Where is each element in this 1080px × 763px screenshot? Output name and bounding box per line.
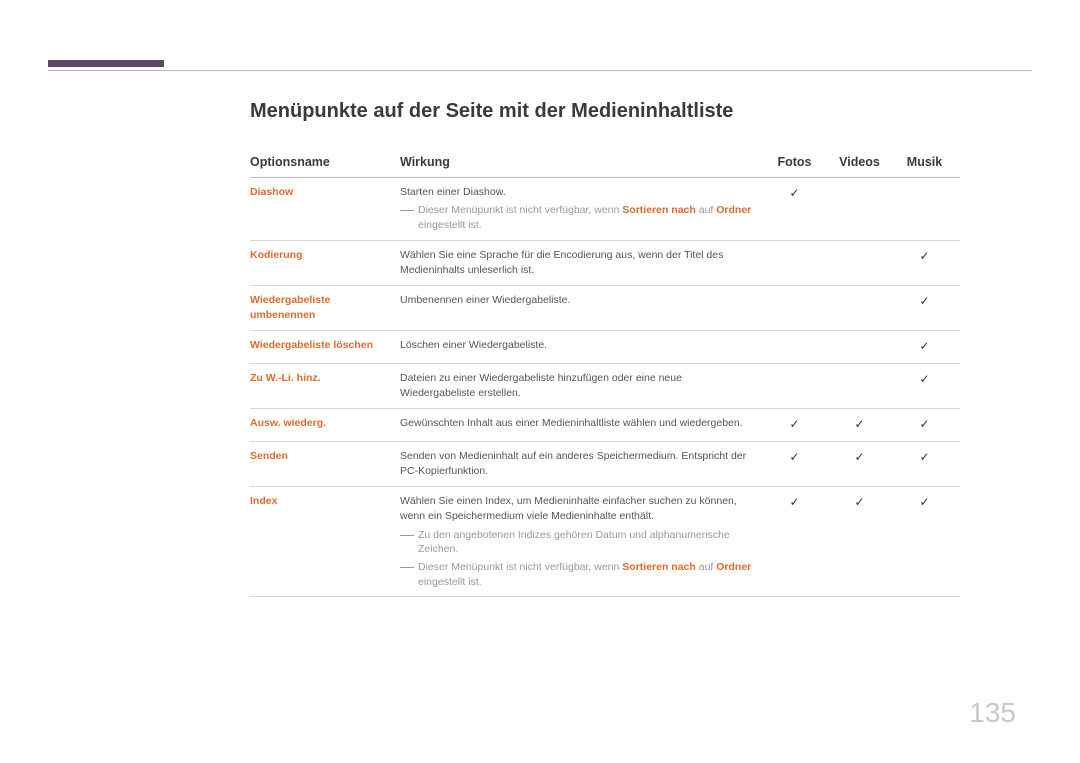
table-row: Wiedergabeliste umbenennenUmbenennen ein… xyxy=(250,286,960,331)
option-description: Dateien zu einer Wiedergabeliste hinzufü… xyxy=(400,363,765,408)
option-description: Umbenennen einer Wiedergabeliste. xyxy=(400,286,765,331)
check-videos: ✓ xyxy=(830,409,895,441)
check-music xyxy=(895,178,960,241)
option-name: Ausw. wiederg. xyxy=(250,409,400,441)
check-music: ✓ xyxy=(895,487,960,597)
table-row: Ausw. wiederg.Gewünschten Inhalt aus ein… xyxy=(250,409,960,441)
check-photos: ✓ xyxy=(765,487,830,597)
table-row: Wiedergabeliste löschenLöschen einer Wie… xyxy=(250,331,960,363)
option-name: Senden xyxy=(250,441,400,486)
note: Dieser Menüpunkt ist nicht verfügbar, we… xyxy=(400,203,759,232)
table-row: IndexWählen Sie einen Index, um Medienin… xyxy=(250,487,960,597)
option-description: Senden von Medieninhalt auf ein anderes … xyxy=(400,441,765,486)
check-music: ✓ xyxy=(895,409,960,441)
note: Dieser Menüpunkt ist nicht verfügbar, we… xyxy=(400,560,759,589)
check-music: ✓ xyxy=(895,331,960,363)
page-number: 135 xyxy=(969,697,1016,729)
check-videos xyxy=(830,363,895,408)
check-photos: ✓ xyxy=(765,409,830,441)
table-row: Zu W.-Li. hinz.Dateien zu einer Wiederga… xyxy=(250,363,960,408)
check-music: ✓ xyxy=(895,286,960,331)
option-name: Wiedergabeliste umbenennen xyxy=(250,286,400,331)
option-name: Diashow xyxy=(250,178,400,241)
check-videos xyxy=(830,286,895,331)
option-name: Index xyxy=(250,487,400,597)
check-videos: ✓ xyxy=(830,487,895,597)
check-photos: ✓ xyxy=(765,441,830,486)
page-title: Menüpunkte auf der Seite mit der Medieni… xyxy=(250,100,960,123)
col-photos: Fotos xyxy=(765,147,830,178)
check-music: ✓ xyxy=(895,441,960,486)
option-description: Starten einer Diashow.Dieser Menüpunkt i… xyxy=(400,178,765,241)
option-description: Löschen einer Wiedergabeliste. xyxy=(400,331,765,363)
option-description: Wählen Sie eine Sprache für die Encodier… xyxy=(400,240,765,285)
option-name: Kodierung xyxy=(250,240,400,285)
option-name: Wiedergabeliste löschen xyxy=(250,331,400,363)
check-videos xyxy=(830,178,895,241)
accent-bar xyxy=(48,60,164,67)
check-videos xyxy=(830,240,895,285)
note: Zu den angebotenen Indizes gehören Datum… xyxy=(400,528,759,557)
table-row: KodierungWählen Sie eine Sprache für die… xyxy=(250,240,960,285)
check-videos xyxy=(830,331,895,363)
options-table: Optionsname Wirkung Fotos Videos Musik D… xyxy=(250,147,960,597)
check-music: ✓ xyxy=(895,363,960,408)
col-videos: Videos xyxy=(830,147,895,178)
option-description: Wählen Sie einen Index, um Medieninhalte… xyxy=(400,487,765,597)
option-name: Zu W.-Li. hinz. xyxy=(250,363,400,408)
col-effect: Wirkung xyxy=(400,147,765,178)
table-header-row: Optionsname Wirkung Fotos Videos Musik xyxy=(250,147,960,178)
check-music: ✓ xyxy=(895,240,960,285)
option-description: Gewünschten Inhalt aus einer Medieninhal… xyxy=(400,409,765,441)
col-music: Musik xyxy=(895,147,960,178)
check-photos xyxy=(765,363,830,408)
table-row: DiashowStarten einer Diashow.Dieser Menü… xyxy=(250,178,960,241)
col-option: Optionsname xyxy=(250,147,400,178)
main-content: Menüpunkte auf der Seite mit der Medieni… xyxy=(250,100,960,597)
check-photos xyxy=(765,240,830,285)
top-rule xyxy=(48,70,1032,71)
check-photos: ✓ xyxy=(765,178,830,241)
table-row: SendenSenden von Medieninhalt auf ein an… xyxy=(250,441,960,486)
check-photos xyxy=(765,286,830,331)
check-videos: ✓ xyxy=(830,441,895,486)
check-photos xyxy=(765,331,830,363)
